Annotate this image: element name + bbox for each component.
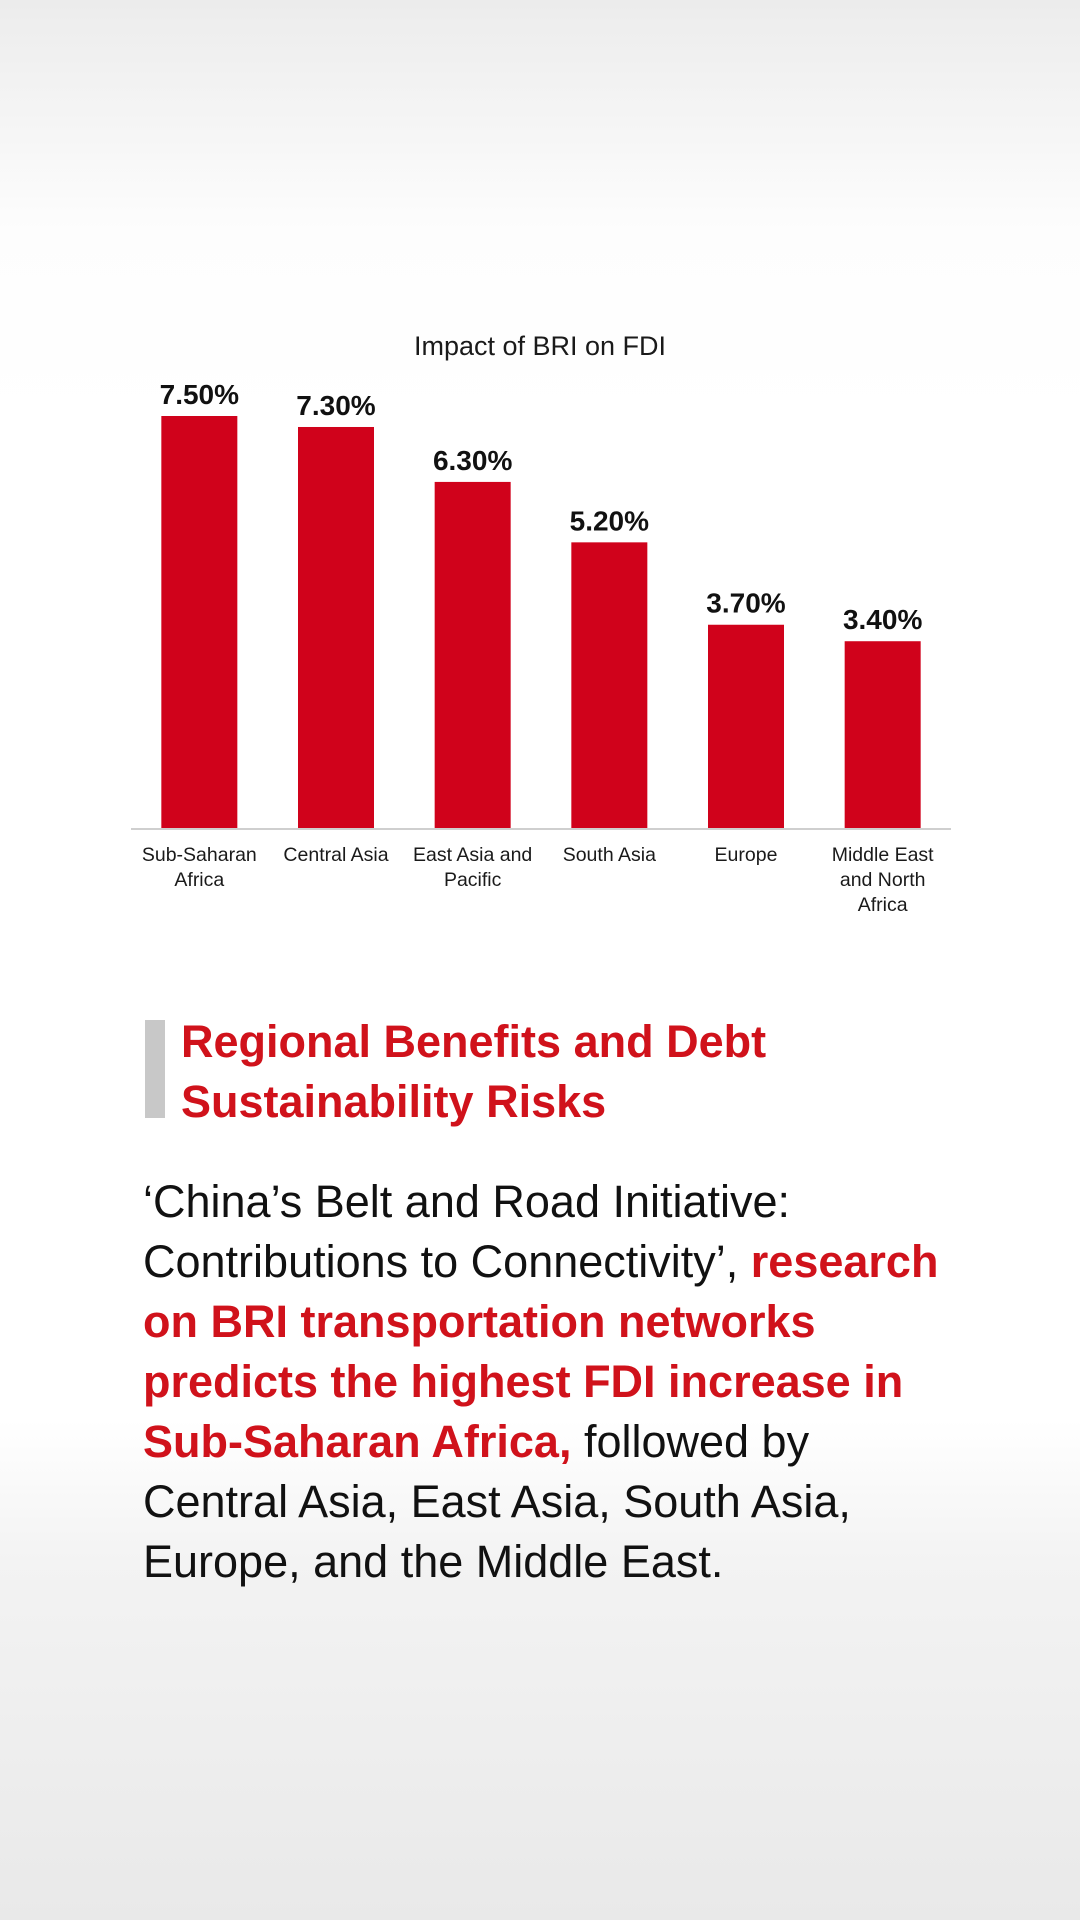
- body-text-highlight: research on BRI transportation networks …: [143, 1236, 939, 1467]
- value-label-2: 6.30%: [433, 445, 512, 476]
- value-label-0: 7.50%: [160, 379, 239, 410]
- bar-chart: Impact of BRI on FDI 7.50% 7.30% 6.30% 5.20…: [131, 331, 951, 916]
- category-label-0-line-0: Sub-Saharan: [142, 844, 257, 866]
- category-label-0: Sub-Saharan Africa: [142, 844, 257, 891]
- value-label-5: 3.40%: [843, 604, 922, 635]
- value-label-3: 5.20%: [570, 505, 649, 536]
- category-label-4-line-0: Europe: [715, 844, 778, 866]
- bars-group: [161, 416, 921, 828]
- category-label-4: Europe: [715, 844, 778, 866]
- value-label-1: 7.30%: [296, 390, 375, 421]
- bar-5: [844, 641, 921, 828]
- value-labels-group: 7.50% 7.30% 6.30% 5.20% 3.70% 3.40%: [160, 379, 923, 635]
- category-label-5-line-2: Africa: [858, 894, 908, 916]
- body-text-part2: followed by Central Asia, East Asia, Sou…: [143, 1416, 851, 1587]
- section-heading-block: Regional Benefits and Debt Sustainabilit…: [145, 1012, 1005, 1132]
- body-paragraph: ‘China’s Belt and Road Initiative: Contr…: [143, 1172, 963, 1592]
- category-label-5: Middle East and North Africa: [832, 844, 934, 916]
- category-label-5-line-0: Middle East: [832, 844, 934, 866]
- category-label-3-line-0: South Asia: [563, 844, 656, 866]
- bar-2: [434, 481, 511, 828]
- section-heading: Regional Benefits and Debt Sustainabilit…: [181, 1016, 767, 1127]
- value-label-4: 3.70%: [706, 588, 785, 619]
- category-label-0-line-1: Africa: [174, 869, 224, 891]
- category-label-1-line-0: Central Asia: [283, 844, 388, 866]
- category-label-2: East Asia and Pacific: [413, 844, 532, 891]
- category-label-2-line-0: East Asia and: [413, 844, 532, 866]
- category-label-5-line-1: and North: [840, 869, 926, 891]
- heading-accent-bar: [145, 1020, 165, 1118]
- body-text-part1: ‘China’s Belt and Road Initiative: Contr…: [143, 1176, 791, 1287]
- category-label-1: Central Asia: [283, 844, 388, 866]
- chart-title: Impact of BRI on FDI: [414, 331, 666, 361]
- bar-4: [708, 624, 784, 828]
- bar-1: [298, 426, 374, 828]
- category-label-2-line-1: Pacific: [444, 869, 502, 891]
- category-labels-group: Sub-Saharan Africa Central Asia East Asia a…: [142, 844, 934, 916]
- category-label-3: South Asia: [563, 844, 656, 866]
- bar-0: [161, 416, 238, 828]
- bar-3: [571, 542, 648, 828]
